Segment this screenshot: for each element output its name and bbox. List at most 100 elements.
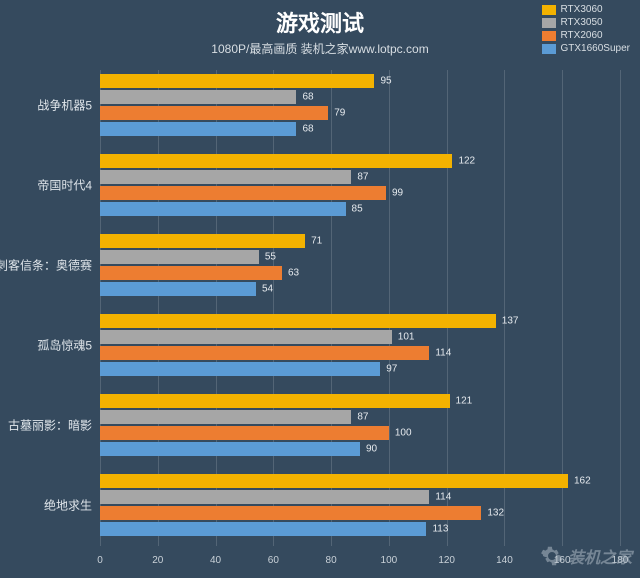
- bar-row: 121: [100, 394, 620, 408]
- bar-value-label: 113: [432, 524, 448, 535]
- legend-swatch: [542, 5, 556, 15]
- legend-label: RTX3060: [561, 4, 603, 15]
- bar: 87: [100, 410, 351, 424]
- bar-value-label: 87: [357, 412, 368, 423]
- bar-value-label: 63: [288, 268, 299, 279]
- bar-value-label: 68: [302, 92, 313, 103]
- watermark: 装机之家: [540, 544, 632, 568]
- bar-value-label: 162: [574, 476, 591, 487]
- gear-icon: [540, 544, 564, 568]
- x-tick-label: 40: [210, 555, 221, 566]
- bar-row: 79: [100, 106, 620, 120]
- bar-value-label: 54: [262, 284, 273, 295]
- bar-group: 刺客信条：奥德赛71556354: [100, 234, 620, 296]
- bar-row: 99: [100, 186, 620, 200]
- bar-row: 113: [100, 522, 620, 536]
- bar-value-label: 101: [398, 332, 415, 343]
- bar-value-label: 79: [334, 108, 345, 119]
- bar-row: 137: [100, 314, 620, 328]
- bar-row: 87: [100, 170, 620, 184]
- bar-value-label: 85: [352, 204, 363, 215]
- bar: 97: [100, 362, 380, 376]
- grid-line: [620, 70, 621, 546]
- bar-value-label: 122: [458, 156, 475, 167]
- bar: 122: [100, 154, 452, 168]
- bar-row: 68: [100, 122, 620, 136]
- bar-value-label: 114: [435, 348, 451, 359]
- bar-value-label: 99: [392, 188, 403, 199]
- bar: 114: [100, 490, 429, 504]
- bar: 55: [100, 250, 259, 264]
- bar-value-label: 95: [380, 76, 391, 87]
- bar: 68: [100, 90, 296, 104]
- bar-value-label: 90: [366, 444, 377, 455]
- gpu-benchmark-chart: 游戏测试 1080P/最高画质 装机之家www.lotpc.com RTX306…: [0, 0, 640, 578]
- bar: 100: [100, 426, 389, 440]
- bar: 54: [100, 282, 256, 296]
- bar: 63: [100, 266, 282, 280]
- bar-row: 114: [100, 346, 620, 360]
- legend-label: GTX1660Super: [561, 43, 631, 54]
- bar: 85: [100, 202, 346, 216]
- bar: 95: [100, 74, 374, 88]
- bar-row: 114: [100, 490, 620, 504]
- category-label: 古墓丽影：暗影: [8, 417, 92, 434]
- bar-row: 63: [100, 266, 620, 280]
- legend: RTX3060 RTX3050 RTX2060 GTX1660Super: [542, 4, 631, 56]
- bar-value-label: 100: [395, 428, 412, 439]
- bar-value-label: 137: [502, 316, 519, 327]
- category-label: 刺客信条：奥德赛: [0, 257, 92, 274]
- category-label: 孤岛惊魂5: [37, 337, 92, 354]
- x-tick-label: 60: [268, 555, 279, 566]
- bar-row: 55: [100, 250, 620, 264]
- x-tick-label: 20: [152, 555, 163, 566]
- x-tick-label: 120: [438, 555, 455, 566]
- bar: 113: [100, 522, 426, 536]
- bar: 162: [100, 474, 568, 488]
- x-tick-label: 80: [326, 555, 337, 566]
- watermark-text: 装机之家: [568, 544, 632, 568]
- bar-row: 87: [100, 410, 620, 424]
- bar-row: 85: [100, 202, 620, 216]
- bar-group: 古墓丽影：暗影1218710090: [100, 394, 620, 456]
- bar-row: 68: [100, 90, 620, 104]
- category-label: 绝地求生: [44, 497, 92, 514]
- bar: 132: [100, 506, 481, 520]
- bar: 71: [100, 234, 305, 248]
- bar-value-label: 55: [265, 252, 276, 263]
- legend-label: RTX2060: [561, 30, 603, 41]
- bar: 121: [100, 394, 450, 408]
- bar-group: 绝地求生162114132113: [100, 474, 620, 536]
- bar: 79: [100, 106, 328, 120]
- bar-value-label: 68: [302, 124, 313, 135]
- x-tick-label: 0: [97, 555, 103, 566]
- bar: 87: [100, 170, 351, 184]
- bar-row: 162: [100, 474, 620, 488]
- bar-value-label: 97: [386, 364, 397, 375]
- bar-value-label: 121: [456, 396, 473, 407]
- bar-group: 帝国时代4122879985: [100, 154, 620, 216]
- bar-row: 71: [100, 234, 620, 248]
- bar: 68: [100, 122, 296, 136]
- bar-row: 132: [100, 506, 620, 520]
- bar-row: 90: [100, 442, 620, 456]
- bar: 101: [100, 330, 392, 344]
- legend-item: RTX3050: [542, 17, 631, 28]
- bar-value-label: 132: [487, 508, 504, 519]
- legend-label: RTX3050: [561, 17, 603, 28]
- bar-row: 101: [100, 330, 620, 344]
- x-tick-label: 100: [381, 555, 398, 566]
- bar: 99: [100, 186, 386, 200]
- legend-swatch: [542, 44, 556, 54]
- bar-row: 97: [100, 362, 620, 376]
- bar: 114: [100, 346, 429, 360]
- bar-row: 95: [100, 74, 620, 88]
- category-label: 战争机器5: [37, 97, 92, 114]
- bar-group: 战争机器595687968: [100, 74, 620, 136]
- category-label: 帝国时代4: [37, 177, 92, 194]
- legend-item: GTX1660Super: [542, 43, 631, 54]
- legend-swatch: [542, 18, 556, 28]
- bar-row: 122: [100, 154, 620, 168]
- bar-value-label: 87: [357, 172, 368, 183]
- legend-item: RTX3060: [542, 4, 631, 15]
